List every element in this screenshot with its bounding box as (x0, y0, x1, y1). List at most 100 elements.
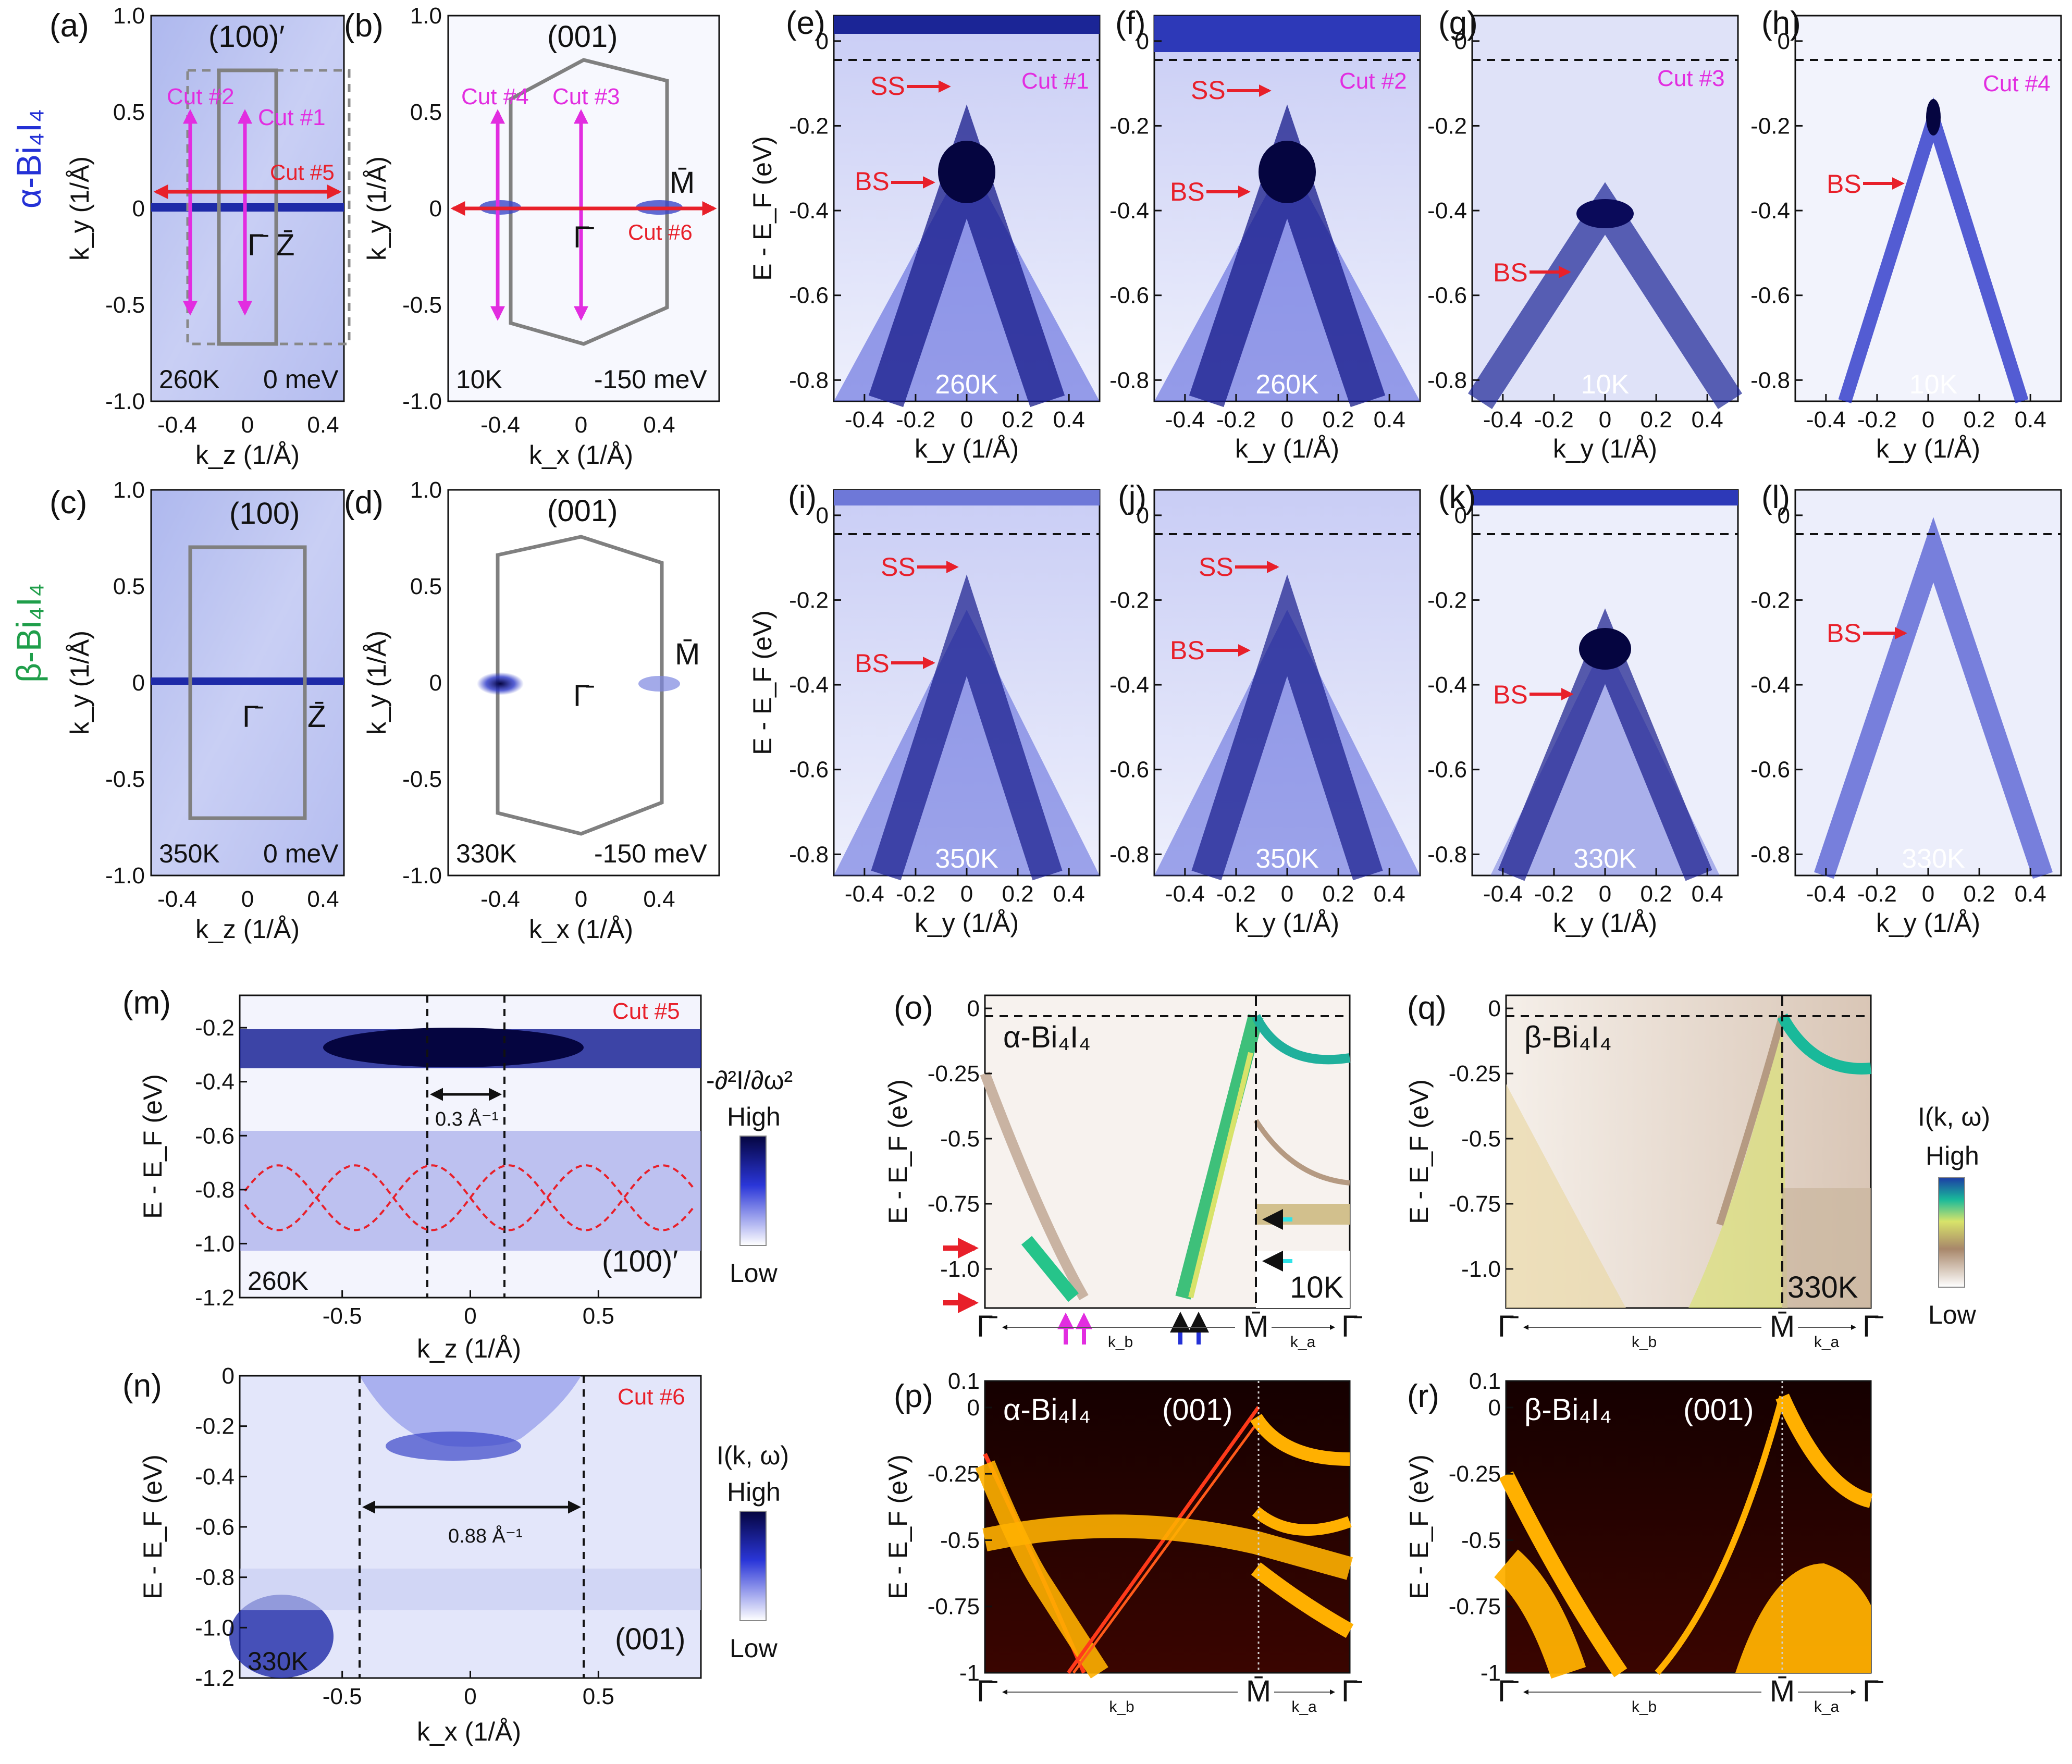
panel-d-temp: 330K (456, 839, 517, 868)
y-tick-label: -0.8 (195, 1177, 235, 1203)
y-tick-label: -0.4 (195, 1069, 235, 1095)
panel-n-spacing: 0.88 Å⁻¹ (448, 1524, 523, 1547)
panel-q-axis: 0 -0.25 -0.5 -0.75 -1.0 E - E_F (eV) Γ̄ M̄ Γ̄ k_b… (1404, 996, 1883, 1351)
y-tick-label: -0.6 (789, 757, 829, 783)
panel-b-label: (b) (344, 8, 384, 44)
row-label-alpha: α-Bi₄I₄ (9, 109, 48, 208)
x-tick-label: 0 (1281, 407, 1293, 433)
y-tick-label: -0.6 (1750, 757, 1790, 783)
panel-m-colorbar-low: Low (730, 1259, 778, 1288)
y-tick-label: -0.8 (1750, 842, 1790, 867)
y-tick-label: -0.4 (1750, 198, 1790, 224)
panel-k-bs: BS (1493, 680, 1528, 709)
panel-p-axis: 0.10 -0.25 -0.5 -0.75 -1 E - E_F (eV) Γ̄ M̄ Γ̄ k_… (883, 1368, 1362, 1716)
y-axis-label: E - E_F (eV) (883, 1079, 912, 1224)
y-axis-label: E - E_F (eV) (748, 610, 777, 755)
y-tick-label: 0.1 (948, 1368, 980, 1394)
ka-label: k_a (1814, 1334, 1840, 1351)
panel-b-ytick: 0 (429, 196, 442, 221)
panel-b-m: M̄ (670, 166, 695, 200)
y-tick-label: 0 (816, 503, 829, 528)
y-axis-label: E - E_F (eV) (1404, 1454, 1434, 1599)
panel-d-xtick: -0.4 (480, 886, 520, 912)
panel-a-cut2: Cut #2 (167, 84, 235, 109)
x-tick-label: -0.2 (896, 407, 935, 433)
y-tick-label: -0.5 (940, 1527, 980, 1553)
x-tick-label: -0.4 (1165, 881, 1205, 907)
x-tick-label: -0.2 (1534, 881, 1574, 907)
x-tick-label: 0 (960, 407, 973, 433)
y-tick-label: -0.75 (1449, 1594, 1501, 1620)
x-tick-label: -0.4 (845, 407, 884, 433)
panel-q-colorbar-low: Low (1928, 1300, 1977, 1329)
panel-f-ss: SS (1191, 76, 1226, 105)
y-tick-label: -0.8 (789, 842, 829, 867)
ka-label: k_a (1290, 1334, 1316, 1351)
y-tick-label: -0.6 (789, 283, 829, 309)
panel-d-energy: -150 meV (594, 839, 707, 868)
y-tick-label: 0 (1137, 29, 1149, 54)
panel-a-ytick: 0 (132, 196, 145, 221)
y-tick-label: -0.5 (1461, 1126, 1501, 1152)
x-tick-label: 0 (464, 1684, 476, 1709)
panel-g-label: (g) (1438, 5, 1478, 41)
panel-m-colorbar-title: -∂²I/∂ω² (706, 1066, 793, 1095)
x-tick-label: 0.5 (583, 1303, 614, 1329)
panel-c-z: Z̄ (307, 700, 326, 734)
x-axis-label: k_y (1/Å) (915, 908, 1019, 937)
y-tick-label: -0.5 (1461, 1527, 1501, 1553)
panel-d-m: M̄ (675, 637, 700, 671)
k-point-m: M̄ (1246, 1674, 1271, 1708)
x-tick-label: 0 (1922, 407, 1934, 433)
panel-c-ytick: -1.0 (105, 863, 145, 889)
y-tick-label: -0.4 (1427, 198, 1467, 224)
panel-b-xtick: 0 (575, 412, 587, 438)
x-tick-label: -0.2 (1857, 407, 1897, 433)
x-tick-label: 0.2 (1640, 407, 1672, 433)
x-axis-label: k_y (1/Å) (1235, 434, 1339, 463)
panel-n: (n) Cut #6 0.88 Å⁻¹ 330K (001) -0.5 0 0.5 0… (122, 1363, 789, 1746)
panel-b-ytick: -1.0 (402, 389, 442, 414)
panel-k: (k) BS 330K (1438, 479, 1739, 881)
x-tick-label: -0.4 (1165, 407, 1205, 433)
x-tick-label: 0 (464, 1303, 476, 1329)
y-tick-label: -0.8 (1109, 367, 1149, 393)
x-axis-label: k_y (1/Å) (1235, 908, 1339, 937)
panel-m-temp: 260K (248, 1266, 309, 1296)
panel-d-surface: (001) (547, 494, 618, 528)
panel-a-energy: 0 meV (263, 365, 339, 394)
y-tick-label: -1.2 (195, 1666, 235, 1691)
k-point-gamma: Γ̄ (1498, 1310, 1519, 1343)
panel-q-material: β-Bi₄I₄ (1524, 1020, 1612, 1054)
x-tick-label: 0.2 (1002, 881, 1033, 907)
panel-m: (m) Cut #5 0.3 Å⁻¹ 260K (100)′ -0.5 0 0.5-… (122, 985, 793, 1363)
panel-d-ytick: 1.0 (410, 477, 442, 503)
y-axis-label: E - E_F (eV) (1404, 1079, 1434, 1224)
x-tick-label: 0.4 (1692, 407, 1723, 433)
panel-d-xtick: 0.4 (643, 886, 675, 912)
panel-c-xlabel: k_z (1/Å) (195, 915, 300, 944)
panel-i: (i) SS BS 350K (788, 479, 1101, 881)
panel-d: (d) (001) Γ̄ M̄ 330K -150 meV 1.0 0.5 0 … (344, 477, 720, 944)
y-tick-label: -0.25 (1449, 1461, 1501, 1487)
x-tick-label: 0.4 (1053, 407, 1085, 433)
y-tick-label: 0 (1778, 29, 1790, 54)
panel-a-ytick: 1.0 (113, 3, 145, 29)
k-point-gamma: Γ̄ (977, 1674, 997, 1708)
x-tick-label: -0.5 (323, 1303, 362, 1329)
x-tick-label: -0.4 (1806, 881, 1846, 907)
panel-o: (o) α-Bi₄I₄ 10K 0 -0.25 -0.5 -0.75 -1.0 E - E… (883, 990, 1362, 1351)
x-axis-label: k_y (1/Å) (915, 434, 1019, 463)
panel-o-material: α-Bi₄I₄ (1003, 1020, 1091, 1054)
panel-r: (r) β-Bi₄I₄ (001) 0.10 -0.25 -0.5 -0.75 -1 E … (1404, 1368, 1883, 1716)
y-tick-label: -0.2 (789, 587, 829, 613)
panel-r-surface: (001) (1683, 1393, 1754, 1427)
panel-c-ytick: 0.5 (113, 574, 145, 599)
panel-l-bs: BS (1827, 619, 1861, 648)
k-point-m: M̄ (1770, 1310, 1795, 1343)
x-tick-label: 0 (1281, 881, 1293, 907)
panel-n-cut: Cut #6 (618, 1384, 685, 1410)
kb-label: k_b (1108, 1334, 1133, 1351)
panel-m-label: (m) (122, 985, 171, 1021)
panel-b-cut6: Cut #6 (628, 220, 693, 244)
